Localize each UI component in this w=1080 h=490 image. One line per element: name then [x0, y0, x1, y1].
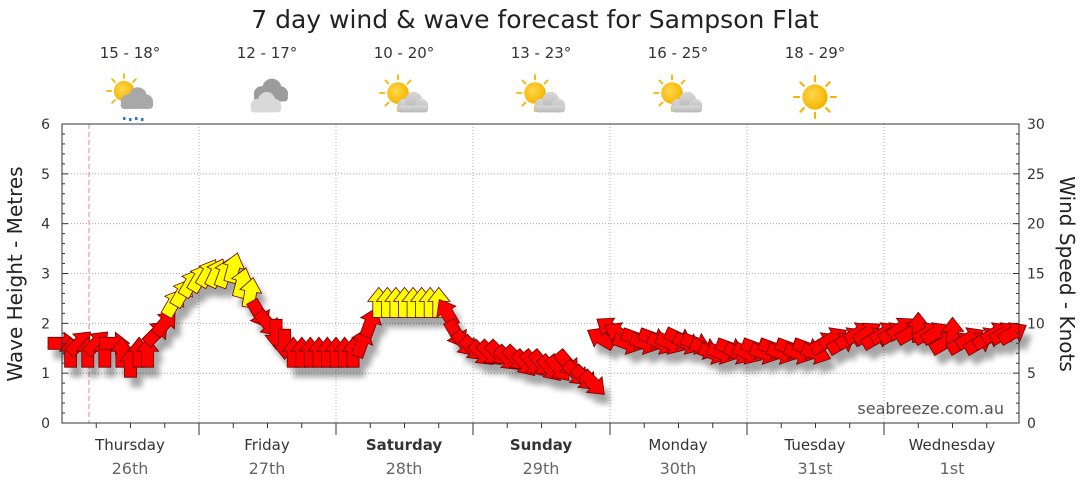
wind-arrow: [578, 368, 605, 395]
day-label: Wednesday: [909, 436, 996, 454]
weather-icon-row: [106, 73, 838, 121]
date-label: 31st: [798, 459, 833, 478]
raindrop-icon: [135, 117, 138, 120]
temperature-label: 13 - 23°: [511, 44, 572, 62]
right-tick-label: 20: [1027, 217, 1045, 233]
right-axis-label: Wind Speed - Knots: [1055, 176, 1079, 372]
left-tick-label: 0: [41, 416, 50, 432]
date-label: 27th: [249, 459, 286, 478]
left-axis-label: Wave Height - Metres: [3, 166, 27, 381]
day-labels: Thursday 26th Friday 27th Saturday 28th Sunday…: [94, 423, 996, 478]
watermark: seabreeze.com.au: [857, 399, 1004, 418]
right-tick-label: 30: [1027, 117, 1045, 133]
raindrop-icon: [129, 118, 132, 121]
left-tick-label: 2: [41, 316, 50, 332]
right-tick-label: 25: [1027, 167, 1045, 183]
wind-arrows: [47, 252, 1027, 395]
sunny-icon: [792, 74, 838, 120]
temperature-label: 12 - 17°: [237, 44, 298, 62]
right-tick-label: 5: [1027, 366, 1036, 382]
left-tick-label: 3: [41, 267, 50, 283]
left-tick-label: 1: [41, 366, 50, 382]
left-tick-label: 5: [41, 167, 50, 183]
left-tick-label: 6: [41, 117, 50, 133]
temperature-row: 15 - 18° 12 - 17° 10 - 20° 13 - 23° 16 - 25°…: [100, 44, 846, 62]
chart-title: 7 day wind & wave forecast for Sampson F…: [251, 5, 819, 34]
right-tick-label: 10: [1027, 316, 1045, 332]
cloudy-icon: [250, 78, 289, 113]
left-tick-label: 4: [41, 217, 50, 233]
right-tick-label: 15: [1027, 267, 1045, 283]
date-label: 30th: [660, 459, 697, 478]
left-axis-ticks: 0 1 2 3 4 5 6: [41, 117, 68, 432]
temperature-label: 10 - 20°: [374, 44, 435, 62]
day-label: Sunday: [510, 436, 573, 454]
partly-cloudy-icon: [379, 74, 429, 113]
date-label: 28th: [386, 459, 423, 478]
date-label: 1st: [940, 459, 965, 478]
partly-cloudy-icon: [653, 74, 703, 113]
temperature-label: 15 - 18°: [100, 44, 161, 62]
day-label: Saturday: [366, 436, 443, 454]
temperature-label: 16 - 25°: [648, 44, 709, 62]
partly-cloudy-icon: [516, 74, 566, 113]
date-label: 26th: [112, 459, 149, 478]
date-label: 29th: [523, 459, 560, 478]
wind-arrow-shadow: [157, 321, 182, 348]
raindrop-icon: [141, 118, 144, 121]
raindrop-icon: [123, 117, 126, 120]
day-label: Thursday: [94, 436, 165, 454]
wind-arrow-shadow: [1003, 332, 1033, 356]
temperature-label: 18 - 29°: [785, 44, 846, 62]
day-label: Friday: [244, 436, 290, 454]
sun-icon: [792, 74, 838, 120]
right-tick-label: 0: [1027, 416, 1036, 432]
day-label: Monday: [648, 436, 707, 454]
day-label: Tuesday: [783, 436, 845, 454]
rain-cloud-icon: [106, 73, 154, 121]
wind-arrow: [150, 310, 176, 339]
right-axis-ticks: 0 5 10 15 20 25 30: [1013, 117, 1045, 432]
